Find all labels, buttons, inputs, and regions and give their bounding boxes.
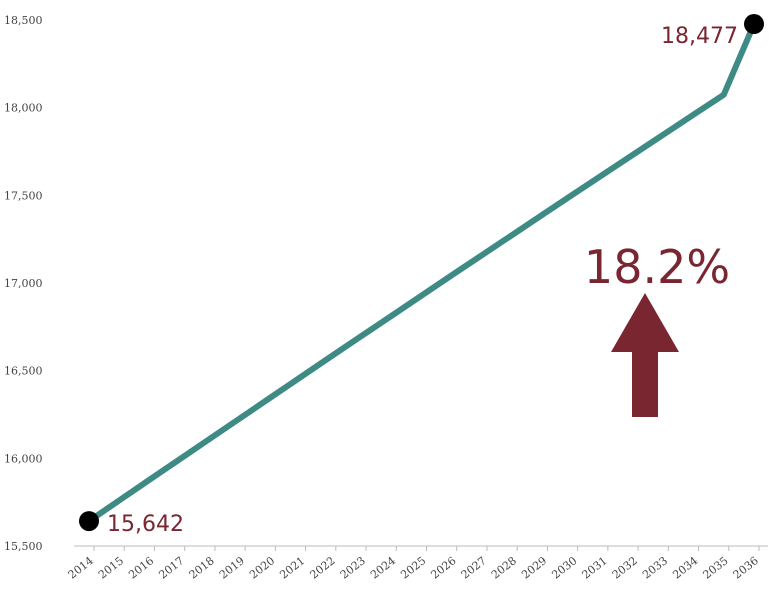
annotation-layer: 15,642 18,477 18.2%: [107, 24, 738, 537]
change-percent-label: 18.2%: [584, 240, 730, 294]
y-tick-label: 16,500: [4, 365, 43, 378]
up-arrow-icon: [611, 293, 679, 417]
x-tick-label: 2030: [549, 554, 579, 581]
x-tick-label: 2029: [519, 554, 549, 581]
y-tick-label: 15,500: [4, 540, 43, 553]
x-tick-label: 2022: [308, 554, 338, 581]
x-tick-label: 2033: [640, 554, 670, 581]
y-tick-label: 18,000: [4, 102, 43, 115]
x-tick-label: 2034: [670, 554, 700, 581]
x-tick-label: 2018: [187, 554, 217, 581]
y-axis: 15,500 16,000 16,500 17,000 17,500 18,000 18,5…: [4, 14, 43, 553]
end-value-label: 18,477: [661, 24, 738, 49]
x-tick-label: 2025: [398, 554, 428, 581]
x-tick-label: 2016: [126, 554, 156, 581]
x-tick-label: 2035: [701, 554, 731, 581]
y-tick-label: 16,000: [4, 452, 43, 465]
x-tick-label: 2028: [489, 554, 519, 581]
end-point: [744, 14, 764, 35]
x-tick-label: 2023: [338, 554, 368, 581]
x-tick-label: 2019: [217, 554, 247, 581]
x-tick-label: 2014: [66, 554, 96, 581]
start-point: [79, 511, 99, 532]
x-tick-label: 2020: [247, 554, 277, 581]
x-tick-label: 2036: [731, 554, 761, 581]
x-tick-label: 2026: [429, 554, 459, 581]
series-layer: [79, 14, 764, 532]
x-tick-label: 2031: [580, 554, 610, 581]
x-tick-label: 2017: [156, 554, 186, 581]
start-value-label: 15,642: [107, 512, 184, 537]
x-tick-label: 2024: [368, 554, 398, 581]
y-tick-label: 18,500: [4, 14, 43, 27]
y-tick-label: 17,500: [4, 189, 43, 202]
x-tick-label: 2032: [610, 554, 640, 581]
x-tick-label: 2027: [459, 554, 489, 581]
x-axis: 2014 2015 2016 2017 2018 2019 2020 2021 2022 2023…: [66, 545, 768, 582]
x-tick-label: 2021: [277, 554, 307, 581]
series-line: [86, 21, 757, 525]
y-tick-label: 17,000: [4, 277, 43, 290]
x-tick-label: 2015: [96, 554, 126, 581]
